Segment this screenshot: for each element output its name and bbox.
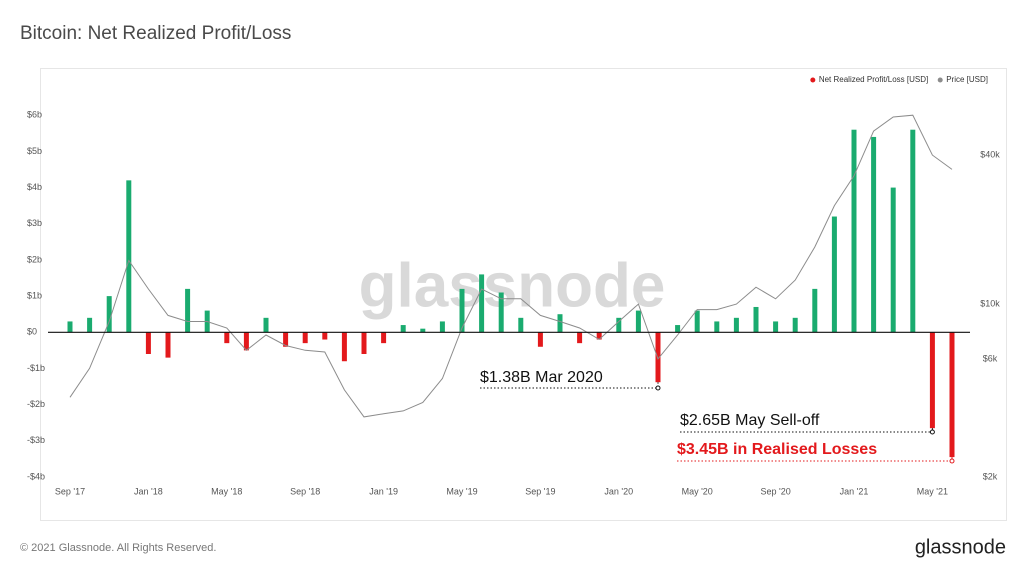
- annotation: $1.38B Mar 2020: [480, 369, 603, 386]
- price-line: [69, 114, 953, 418]
- y2-tick-label: $6k: [983, 353, 998, 363]
- bar: [929, 332, 935, 429]
- bar: [655, 332, 661, 383]
- x-tick-label: Sep '19: [525, 486, 555, 496]
- bar: [243, 332, 249, 351]
- bar: [714, 321, 720, 333]
- legend-swatch: [937, 77, 943, 83]
- x-tick-label: May '18: [211, 486, 242, 496]
- bar: [381, 332, 387, 344]
- bar: [635, 310, 641, 333]
- bar: [753, 306, 759, 333]
- bar: [283, 332, 289, 347]
- y-tick-label: $5b: [27, 146, 42, 156]
- bar: [871, 136, 877, 333]
- copyright: © 2021 Glassnode. All Rights Reserved.: [20, 542, 216, 554]
- y-tick-label: -$2b: [27, 399, 45, 409]
- x-tick-label: May '20: [682, 486, 713, 496]
- bar: [224, 332, 230, 344]
- bar: [185, 288, 191, 333]
- x-tick-label: Jan '21: [840, 486, 869, 496]
- bar: [616, 317, 622, 333]
- legend-label: Net Realized Profit/Loss [USD]: [819, 75, 928, 84]
- y-tick-label: $4b: [27, 182, 42, 192]
- bar: [322, 332, 328, 340]
- bar: [87, 317, 93, 333]
- bar: [537, 332, 543, 347]
- bar: [126, 180, 132, 333]
- y-tick-label: -$4b: [27, 471, 45, 481]
- bar: [400, 325, 406, 333]
- x-tick-label: May '21: [917, 486, 948, 496]
- x-tick-label: Jan '18: [134, 486, 163, 496]
- bar: [949, 332, 955, 458]
- chart-card: [40, 68, 1007, 521]
- bar: [459, 288, 465, 333]
- legend-swatch: [810, 77, 816, 83]
- bar: [773, 321, 779, 333]
- bar: [577, 332, 583, 344]
- bar: [694, 310, 700, 333]
- bar: [518, 317, 524, 333]
- y-tick-label: -$1b: [27, 363, 45, 373]
- bar: [675, 325, 681, 333]
- bar: [851, 129, 857, 333]
- bar: [302, 332, 308, 344]
- annotation: $3.45B in Realised Losses: [677, 441, 877, 458]
- y2-tick-label: $10k: [980, 298, 1000, 308]
- bar: [596, 332, 602, 340]
- bar: [361, 332, 367, 354]
- bar: [890, 187, 896, 333]
- bar: [812, 288, 818, 333]
- x-tick-label: May '19: [446, 486, 477, 496]
- bar: [910, 129, 916, 333]
- bar: [439, 321, 445, 333]
- bar: [263, 317, 269, 333]
- y-tick-label: $6b: [27, 110, 42, 120]
- bar: [67, 321, 73, 333]
- x-tick-label: Sep '20: [760, 486, 790, 496]
- chart-title: Bitcoin: Net Realized Profit/Loss: [20, 23, 291, 44]
- annotation-point: [949, 458, 955, 464]
- annotation-point: [655, 385, 661, 391]
- bar: [106, 296, 112, 333]
- y-tick-label: $0: [27, 327, 37, 337]
- bar: [479, 274, 485, 333]
- x-tick-label: Jan '19: [369, 486, 398, 496]
- bar: [165, 332, 171, 358]
- x-tick-label: Sep '18: [290, 486, 320, 496]
- y-tick-label: -$3b: [27, 435, 45, 445]
- bar: [792, 317, 798, 333]
- y-tick-label: $3b: [27, 218, 42, 228]
- bar: [733, 317, 739, 333]
- y2-tick-label: $40k: [980, 149, 1000, 159]
- y-tick-label: $2b: [27, 254, 42, 264]
- bar: [831, 216, 837, 333]
- bar: [498, 292, 504, 333]
- logo: glassnode: [915, 536, 1006, 558]
- bar: [145, 332, 151, 354]
- watermark: glassnode: [359, 251, 666, 320]
- annotation: $2.65B May Sell-off: [680, 412, 820, 429]
- x-tick-label: Sep '17: [55, 486, 85, 496]
- bar: [557, 314, 563, 333]
- bar: [420, 328, 426, 333]
- y-tick-label: $1b: [27, 290, 42, 300]
- y2-tick-label: $2k: [983, 471, 998, 481]
- legend-label: Price [USD]: [946, 75, 988, 84]
- x-tick-label: Jan '20: [604, 486, 633, 496]
- bar: [341, 332, 347, 362]
- annotation-point: [929, 429, 935, 435]
